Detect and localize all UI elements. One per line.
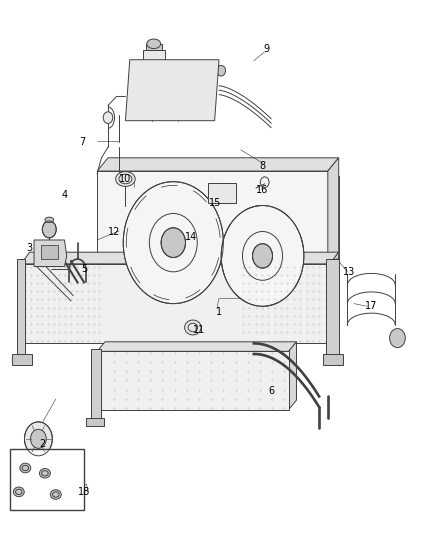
Text: 9: 9 — [264, 44, 270, 54]
Ellipse shape — [147, 39, 161, 49]
Ellipse shape — [39, 469, 50, 478]
Circle shape — [123, 182, 223, 304]
Polygon shape — [125, 60, 219, 120]
Bar — [146, 44, 162, 50]
Text: 16: 16 — [256, 184, 268, 195]
Polygon shape — [41, 245, 58, 259]
Ellipse shape — [103, 112, 113, 124]
Polygon shape — [86, 418, 104, 425]
Text: 17: 17 — [365, 301, 378, 311]
Ellipse shape — [185, 320, 201, 335]
Text: 8: 8 — [259, 161, 265, 171]
Ellipse shape — [20, 463, 31, 473]
Circle shape — [42, 221, 56, 238]
Circle shape — [217, 66, 226, 76]
Text: 5: 5 — [81, 264, 87, 274]
Polygon shape — [34, 240, 67, 266]
Ellipse shape — [45, 217, 53, 222]
Circle shape — [221, 206, 304, 306]
Circle shape — [390, 328, 405, 348]
Bar — [143, 50, 165, 60]
Circle shape — [31, 429, 46, 448]
Polygon shape — [328, 158, 339, 319]
Polygon shape — [21, 252, 339, 264]
Text: 14: 14 — [184, 232, 197, 243]
Polygon shape — [12, 354, 32, 365]
Polygon shape — [323, 354, 343, 365]
Text: 4: 4 — [61, 190, 67, 200]
Text: 10: 10 — [119, 174, 131, 184]
Polygon shape — [97, 158, 339, 171]
Text: 13: 13 — [343, 267, 356, 277]
Ellipse shape — [116, 172, 135, 187]
Polygon shape — [330, 252, 339, 343]
Polygon shape — [289, 342, 297, 410]
Circle shape — [25, 422, 52, 456]
Polygon shape — [30, 252, 339, 332]
Circle shape — [253, 244, 272, 268]
Bar — [208, 183, 237, 203]
Circle shape — [161, 228, 185, 257]
Polygon shape — [97, 171, 328, 319]
Text: 15: 15 — [208, 198, 221, 208]
Text: 7: 7 — [79, 137, 85, 147]
Polygon shape — [91, 349, 101, 418]
Ellipse shape — [13, 487, 24, 497]
Text: 6: 6 — [268, 386, 274, 396]
Polygon shape — [17, 259, 25, 354]
Text: 3: 3 — [27, 243, 33, 253]
Polygon shape — [97, 342, 297, 351]
Polygon shape — [21, 264, 330, 343]
Polygon shape — [325, 259, 339, 354]
Bar — [10, 449, 84, 511]
Text: 1: 1 — [216, 306, 222, 317]
Text: 18: 18 — [78, 487, 90, 497]
Polygon shape — [108, 176, 339, 306]
Text: 11: 11 — [193, 325, 205, 335]
Ellipse shape — [50, 490, 61, 499]
Text: 12: 12 — [108, 227, 121, 237]
Text: 2: 2 — [39, 439, 46, 449]
Polygon shape — [97, 351, 289, 410]
